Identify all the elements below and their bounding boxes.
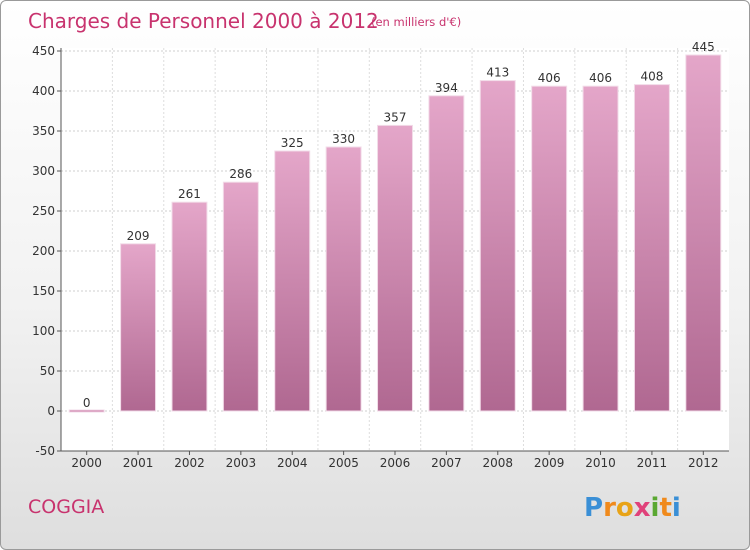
tick-labels: -50 0 50 100 150 200 250 300 350 400 450 2000 2001 20… [32,44,718,470]
y-tick-label: 200 [32,244,55,258]
value-label-2005: 330 [332,132,355,146]
logo-letter: i [651,493,660,523]
value-label-2004: 325 [281,136,304,150]
x-tick-label-2003: 2003 [226,456,257,470]
y-tick-label: -50 [35,444,55,458]
commune-name: COGGIA [28,496,104,518]
value-label-2007: 394 [435,81,458,95]
y-tick-label: 300 [32,164,55,178]
logo-letter: t [659,493,671,523]
x-tick-label-2005: 2005 [328,456,359,470]
bar-2000 [68,409,105,413]
bar-2006 [377,124,413,412]
bar-2004 [274,150,311,412]
x-tick-label-2004: 2004 [277,456,308,470]
bar-2002 [171,201,208,412]
bar-2010 [582,85,619,412]
x-tick-label-2011: 2011 [637,456,668,470]
x-tick-label-2008: 2008 [482,456,513,470]
y-tick-label: 150 [32,284,55,298]
value-label-2010: 406 [589,71,612,85]
logo-letter: x [634,493,651,523]
x-tick-label-2009: 2009 [534,456,565,470]
bar-2012 [685,54,722,412]
bar-2009 [531,85,568,412]
value-label-2002: 261 [178,187,201,201]
x-tick-label-2006: 2006 [380,456,411,470]
x-tick-label-2007: 2007 [431,456,462,470]
y-tick-label: 450 [32,44,55,58]
x-tick-label-2010: 2010 [585,456,616,470]
x-tick-label-2001: 2001 [123,456,154,470]
y-tick-label: 250 [32,204,55,218]
bar-2008 [479,80,516,412]
value-label-2001: 209 [127,229,150,243]
value-label-2012: 445 [692,40,715,54]
chart-title: Charges de Personnel 2000 à 2012 [28,9,379,33]
y-tick-label: 0 [47,404,55,418]
proxiti-logo: Proxiti [584,493,681,523]
bar-2007 [428,95,465,412]
logo-letter: o [616,493,634,523]
value-label-2006: 357 [384,110,407,124]
y-tick-label: 50 [40,364,55,378]
chart-subtitle: (en milliers d'€) [371,15,461,29]
logo-letter: P [584,493,603,523]
value-label-2009: 406 [538,71,561,85]
axes [57,48,729,455]
value-label-2000: 0 [83,396,91,410]
logo-letter: i [672,493,681,523]
y-tick-label: 350 [32,124,55,138]
bar-2003 [222,181,259,412]
y-tick-label: 400 [32,84,55,98]
x-tick-label-2002: 2002 [174,456,205,470]
bar-2005 [325,146,362,412]
x-tick-label-2012: 2012 [688,456,719,470]
value-label-2011: 408 [640,70,663,84]
x-tick-label-2000: 2000 [71,456,102,470]
bar-2011 [633,84,670,412]
logo-letter: r [603,493,616,523]
y-tick-label: 100 [32,324,55,338]
value-label-2003: 286 [229,167,252,181]
value-label-2008: 413 [486,66,509,80]
bars: 0 209 261 286 325 330 357 394 413 406 406 408 445 [68,40,722,413]
bar-2001 [120,243,157,412]
